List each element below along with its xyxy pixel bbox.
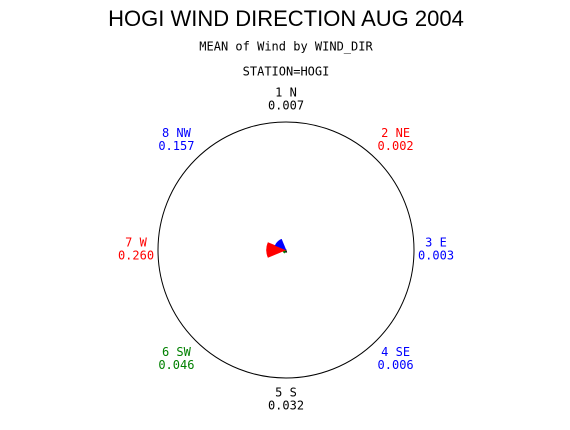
direction-label: 6 SW [162, 345, 192, 359]
direction-label: 4 SE [381, 345, 410, 359]
value-label: 0.157 [158, 139, 194, 153]
chart-subtitle: MEAN of Wind by WIND_DIR [199, 40, 373, 54]
direction-label: 2 NE [381, 126, 410, 140]
direction-label: 1 N [275, 86, 297, 100]
wedge [274, 238, 287, 251]
direction-label: 8 NW [162, 126, 192, 140]
station-label: STATION=HOGI [243, 65, 330, 79]
direction-label: 3 E [425, 236, 447, 250]
value-label: 0.260 [118, 249, 154, 263]
wedge [266, 242, 287, 258]
direction-label: 5 S [275, 386, 297, 400]
value-label: 0.002 [378, 139, 414, 153]
value-label: 0.006 [378, 358, 414, 372]
value-label: 0.003 [418, 249, 454, 263]
chart-title: HOGI WIND DIRECTION AUG 2004 [108, 6, 464, 31]
value-label: 0.007 [268, 99, 304, 113]
outer-circle [157, 121, 415, 379]
value-label: 0.032 [268, 399, 304, 413]
direction-label: 7 W [125, 236, 147, 250]
value-label: 0.046 [158, 358, 194, 372]
